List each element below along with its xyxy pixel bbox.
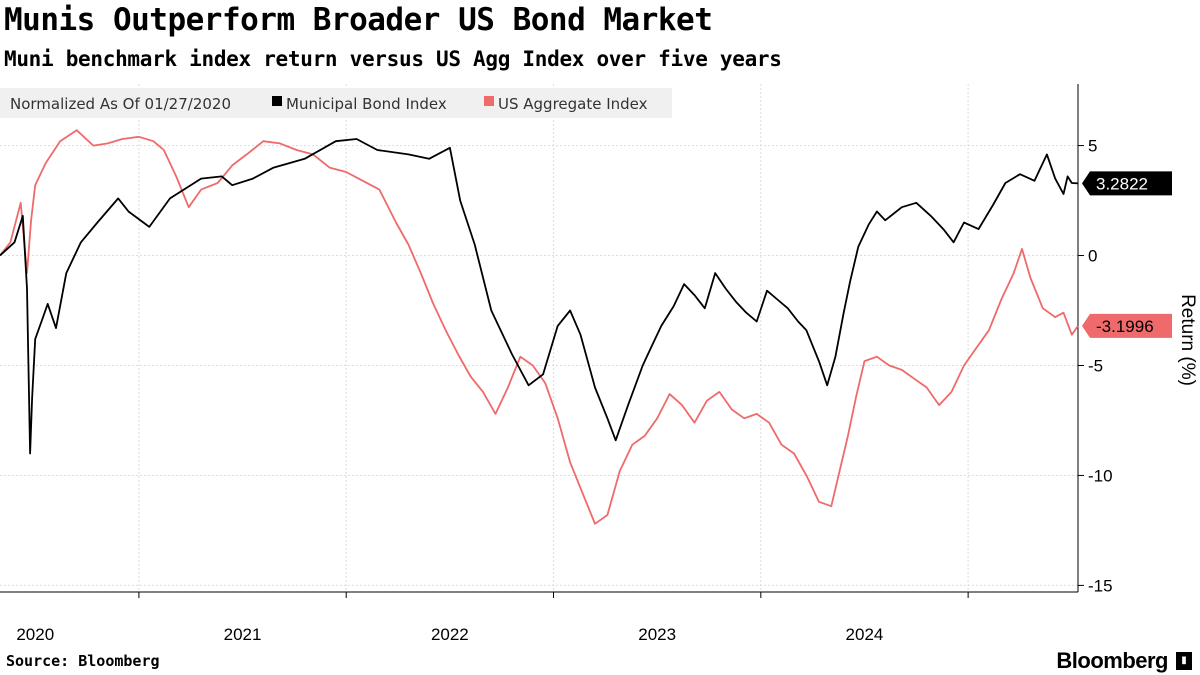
legend-entry: US Aggregate Index [498, 95, 648, 113]
legend-swatch [484, 96, 494, 106]
last-value-badge [1082, 171, 1172, 196]
x-tick-label: 2024 [846, 625, 884, 644]
x-tick-label: 2021 [224, 625, 262, 644]
x-tick-label: 2022 [431, 625, 469, 644]
last-value-badge [1082, 313, 1172, 338]
y-tick-label: -10 [1088, 466, 1113, 485]
legend-note: Normalized As Of 01/27/2020 [10, 95, 231, 113]
x-tick-label: 2020 [16, 625, 54, 644]
y-tick-label: -5 [1088, 356, 1103, 375]
last-value-label: -3.1996 [1096, 317, 1154, 336]
chart-subtitle: Muni benchmark index return versus US Ag… [4, 47, 782, 71]
legend-entry: Municipal Bond Index [286, 95, 447, 113]
source-note: Source: Bloomberg [6, 652, 160, 670]
bloomberg-logo: Bloomberg [1056, 648, 1168, 673]
legend-swatch [272, 96, 282, 106]
x-tick-label: 2023 [638, 625, 676, 644]
chart-title: Munis Outperform Broader US Bond Market [4, 2, 713, 38]
last-value-label: 3.2822 [1096, 174, 1148, 193]
y-tick-label: 5 [1088, 137, 1097, 156]
y-axis-title: Return (%) [1177, 294, 1198, 386]
y-tick-label: -15 [1088, 576, 1113, 595]
bloomberg-terminal-icon: ▮ [1176, 652, 1192, 670]
y-tick-label: 0 [1088, 247, 1097, 266]
legend-background [0, 88, 672, 118]
series-line-municipal-bond-index [0, 138, 1079, 455]
series-line-us-aggregate-index [0, 129, 1079, 525]
